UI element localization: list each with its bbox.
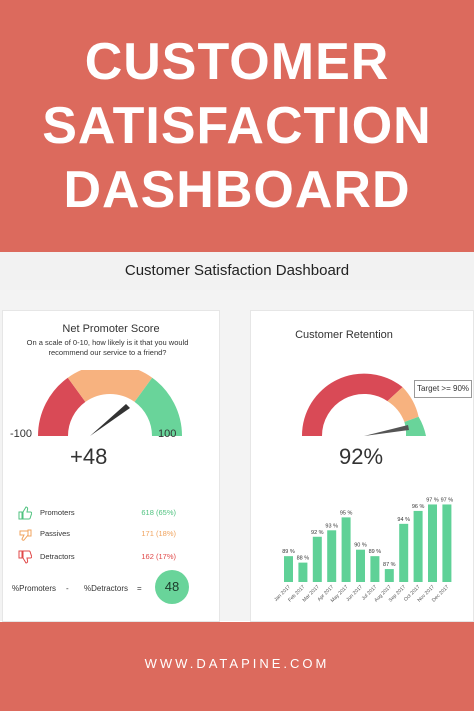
nps-gauge-orange-segment [67, 370, 153, 402]
nps-gauge-red-segment [38, 377, 86, 436]
bar-may-2017 [341, 517, 351, 582]
retention-gauge [301, 373, 426, 436]
bar-jan-2017 [284, 556, 293, 582]
bar-nov-2017 [428, 504, 437, 582]
retention-title: Customer Retention [295, 329, 393, 341]
nps-min-label: -100 [10, 428, 33, 440]
title-line-3: DASHBOARD [63, 161, 411, 219]
bar-feb-2017 [298, 562, 308, 582]
target-label: Target >= 90% [414, 380, 472, 398]
legend-name: Passives [40, 529, 71, 538]
dashboard-title: Customer Satisfaction Dashboard [124, 262, 350, 279]
bar-value-label: 88 % [297, 556, 310, 562]
title-line-1: CUSTOMER [84, 33, 390, 91]
bar-apr-2017 [327, 530, 337, 582]
formula-minus: - [66, 584, 69, 593]
bar-value-label: 97 % [441, 497, 454, 503]
bar-dec-2017 [442, 504, 452, 582]
nps-max-label: 100 [158, 428, 177, 440]
formula-equals: = [137, 584, 142, 593]
retention-gauge-green-segment [404, 416, 426, 436]
bar-value-label: 95 % [340, 510, 353, 516]
nps-question: On a scale of 0-10, how likely is it tha… [26, 338, 189, 357]
nps-title: Net Promoter Score [62, 323, 160, 335]
formula-promoters: %Promoters [12, 584, 57, 593]
bar-jun-2017 [356, 549, 365, 582]
legend-name: Promoters [40, 508, 75, 517]
retention-gauge-needle [364, 425, 409, 436]
bar-oct-2017 [413, 510, 423, 582]
nps-gauge-needle [90, 404, 130, 436]
nps-gauge-green-segment [134, 377, 182, 436]
bar-jul-2017 [370, 556, 380, 582]
nps-value: +48 [70, 444, 108, 469]
bar-aug-2017 [384, 569, 394, 582]
nps-gauge [38, 370, 182, 436]
footer-banner [0, 622, 474, 711]
thumbs-down-icon [18, 550, 32, 564]
legend-value: 162 (17%) [141, 552, 176, 561]
header-banner [0, 0, 474, 252]
retention-gauge-red-segment [301, 373, 403, 436]
nps-result-badge: 48 [155, 570, 189, 604]
page-title: CUSTOMER SATISFACTION DASHBOARD [0, 30, 474, 222]
title-line-2: SATISFACTION [42, 97, 432, 155]
bar-sep-2017 [399, 523, 409, 582]
dashboard-title-bar [0, 252, 474, 290]
bar-value-label: 92 % [311, 530, 324, 536]
retention-value: 92% [339, 444, 384, 469]
bar-value-label: 96 % [412, 504, 425, 510]
bar-value-label: 97 % [426, 497, 439, 503]
nps-card [2, 310, 220, 622]
legend-value: 171 (18%) [141, 529, 176, 538]
legend-row-passives: Passives 171 (18%) [18, 527, 198, 541]
thumbs-up-icon [18, 506, 32, 520]
legend-name: Detractors [40, 552, 75, 561]
bar-value-label: 90 % [354, 543, 367, 549]
thumbs-sideways-icon [19, 529, 32, 541]
legend-row-promoters: Promoters 618 (65%) [18, 506, 198, 520]
bar-value-label: 89 % [369, 549, 382, 555]
retention-gauge-orange-segment [387, 387, 419, 422]
formula-detractors: %Detractors [84, 584, 129, 593]
bar-value-label: 94 % [397, 517, 410, 523]
bar-value-label: 89 % [282, 549, 295, 555]
bar-value-label: 87 % [383, 562, 396, 568]
legend-row-detractors: Detractors 162 (17%) [18, 550, 198, 564]
bar-value-label: 93 % [325, 523, 338, 529]
bar-mar-2017 [312, 536, 322, 582]
legend-value: 618 (65%) [141, 508, 176, 517]
footer-url[interactable]: WWW.DATAPINE.COM [144, 656, 330, 671]
